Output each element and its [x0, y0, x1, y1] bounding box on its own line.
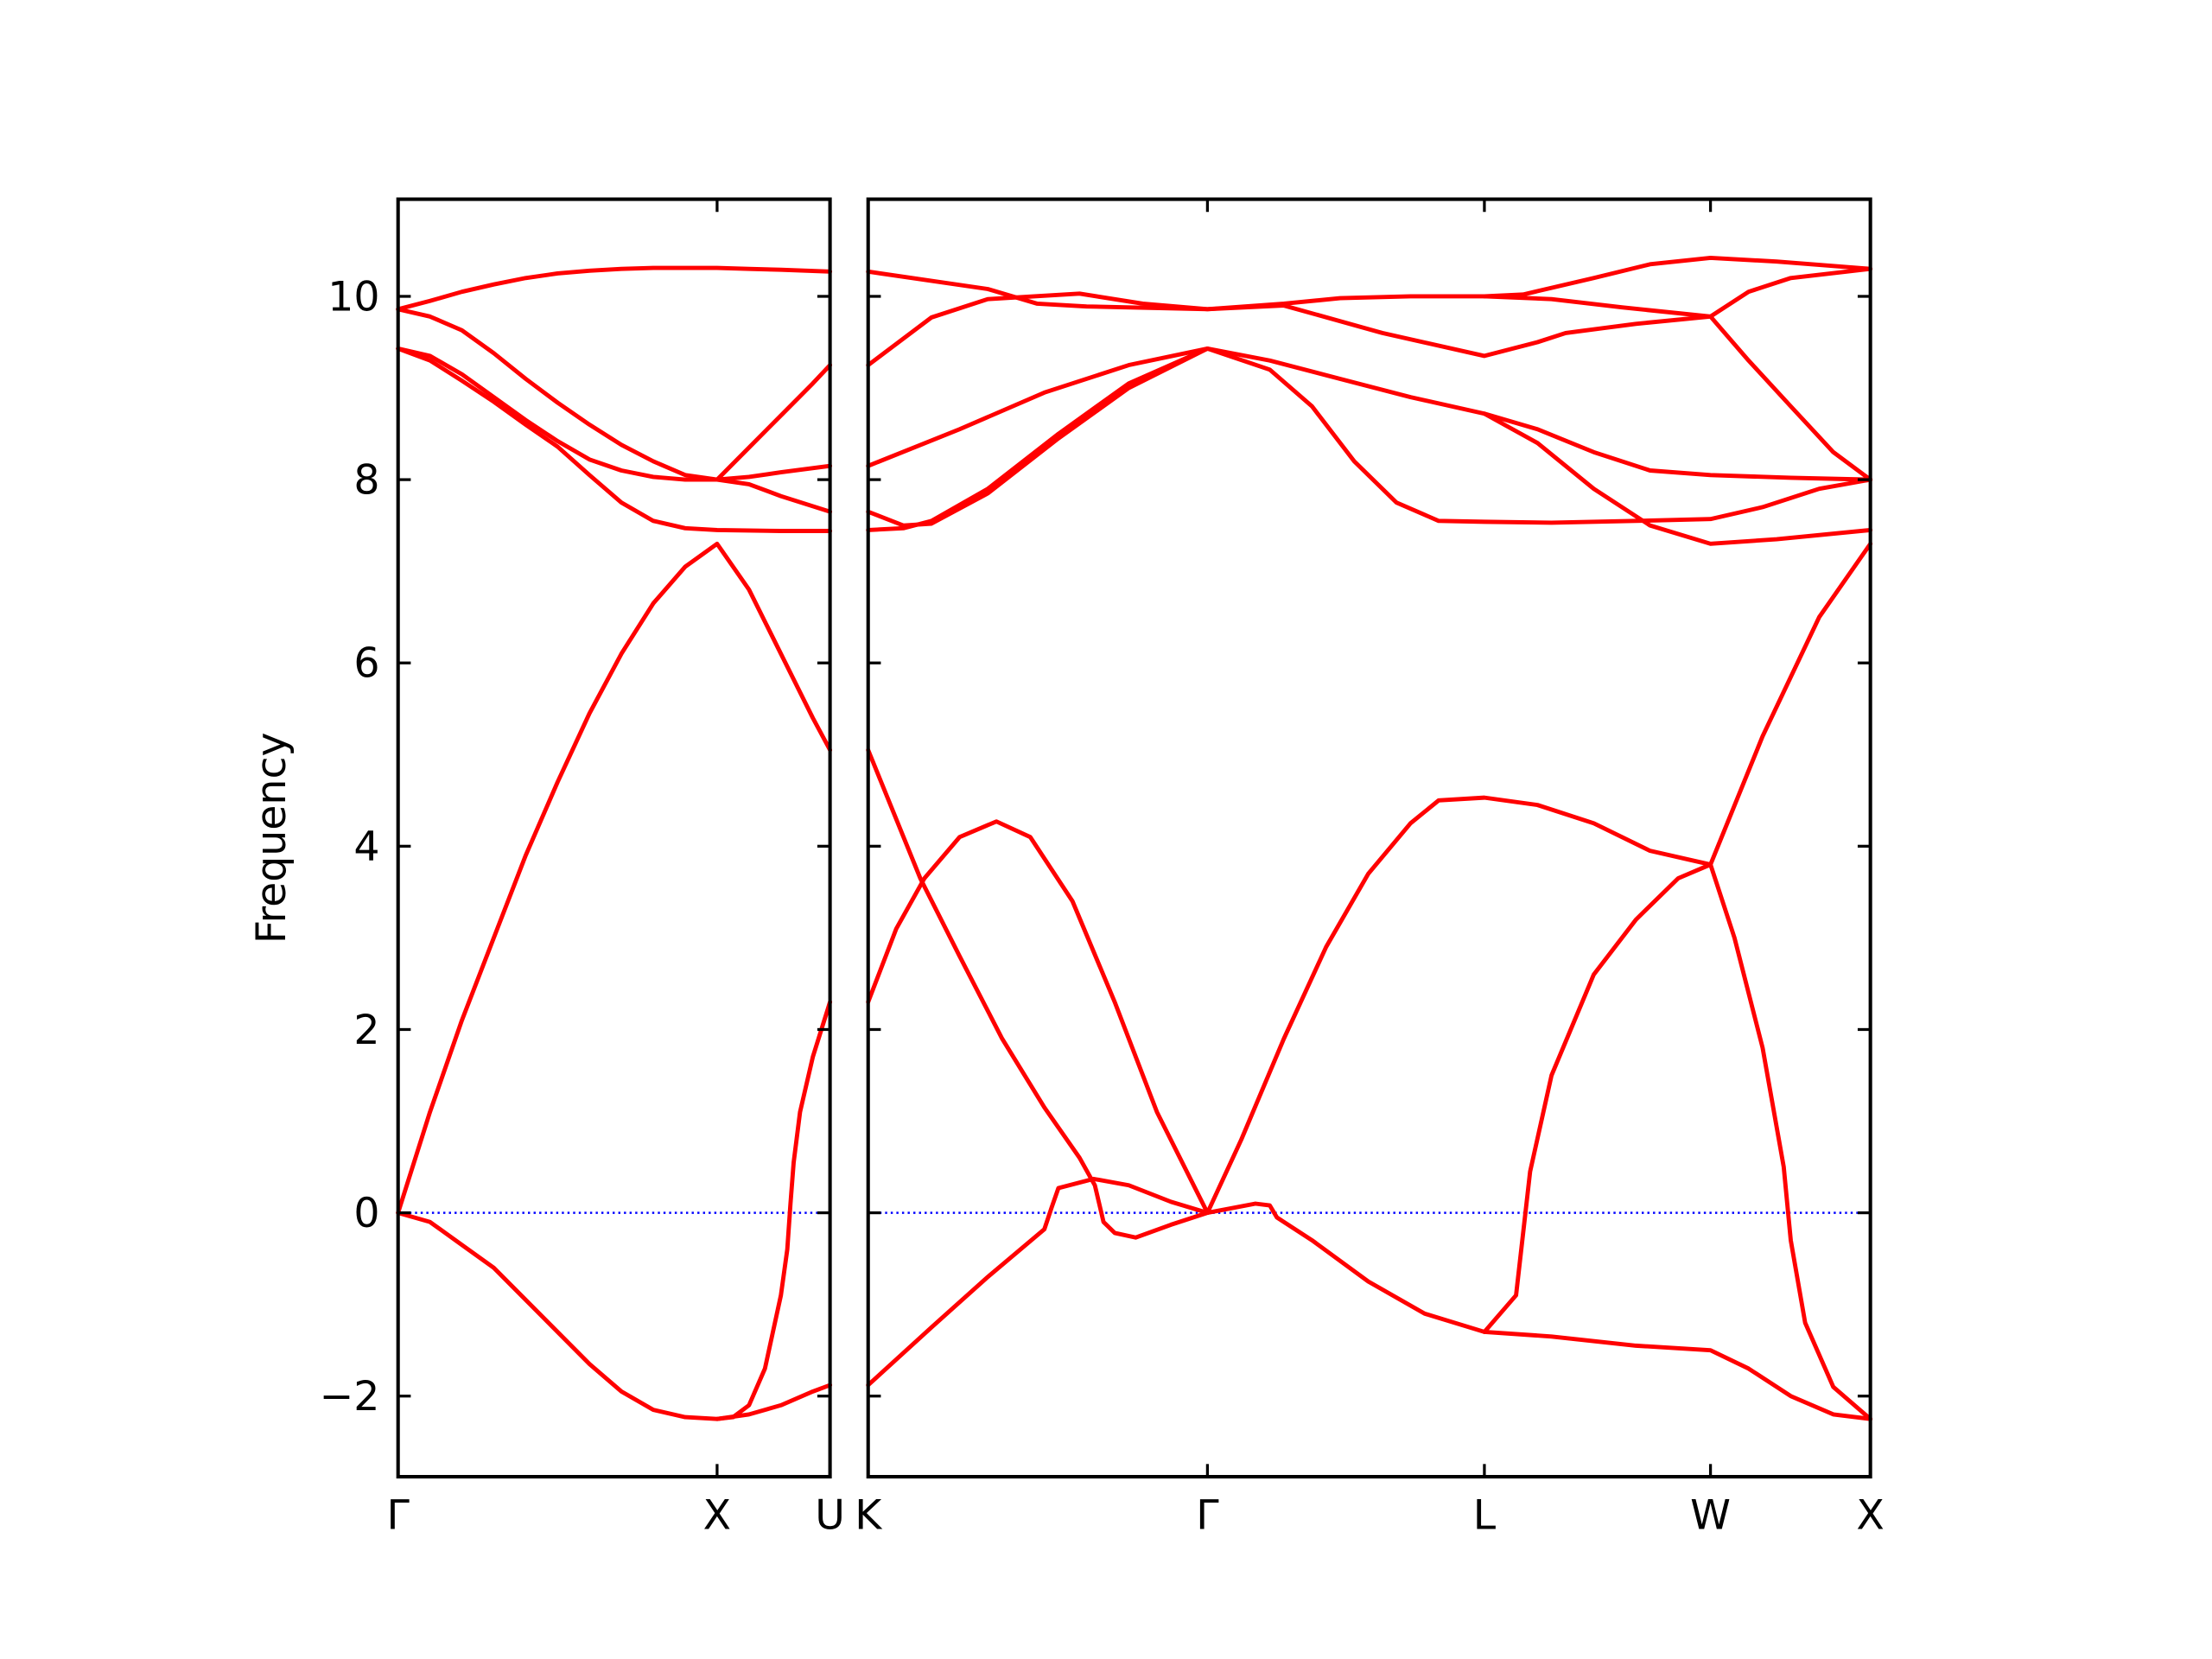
x-tick-label: W [1690, 1491, 1731, 1539]
band-line [396, 1211, 833, 1421]
band-line [715, 477, 833, 514]
band-line [866, 255, 1873, 312]
x-tick-label: U [815, 1491, 845, 1539]
band-line [1482, 294, 1873, 482]
band-line [1482, 411, 1873, 546]
band-line [396, 541, 833, 1216]
band-line [396, 346, 833, 533]
y-tick-label: 10 [327, 273, 379, 321]
x-tick-label: K [855, 1491, 883, 1539]
band-line [1482, 862, 1873, 1421]
y-tick-label: 8 [353, 456, 379, 504]
band-line [866, 819, 1210, 1216]
band-line [866, 346, 1210, 532]
axes-frame [866, 197, 1872, 1479]
y-axis-label: Frequency [248, 732, 296, 944]
y-tick-label: 4 [353, 823, 379, 871]
x-tick-label: Γ [1196, 1491, 1219, 1539]
y-tick-label: 6 [353, 640, 379, 688]
x-tick-label: X [703, 1491, 731, 1539]
band-line [866, 1176, 1210, 1388]
axes-frame [396, 197, 832, 1479]
band-line [396, 265, 833, 312]
y-tick-label: 2 [353, 1007, 379, 1054]
band-line [866, 747, 1210, 1240]
band-line [1205, 541, 1873, 1216]
band-line [866, 346, 1873, 482]
band-line [1205, 1201, 1873, 1421]
y-tick-label: 0 [353, 1190, 379, 1237]
band-line [396, 346, 833, 482]
band-line [866, 346, 1873, 528]
band-line [866, 266, 1873, 367]
band-line [396, 307, 833, 482]
panel: Γ X U −2 0 2 4 6 8 10 Frequency [248, 197, 845, 1539]
x-tick-label: Γ [387, 1491, 410, 1539]
x-tick-label: L [1473, 1491, 1497, 1539]
band-line [715, 1000, 833, 1421]
y-tick-label: −2 [320, 1373, 380, 1421]
x-tick-label: X [1856, 1491, 1884, 1539]
